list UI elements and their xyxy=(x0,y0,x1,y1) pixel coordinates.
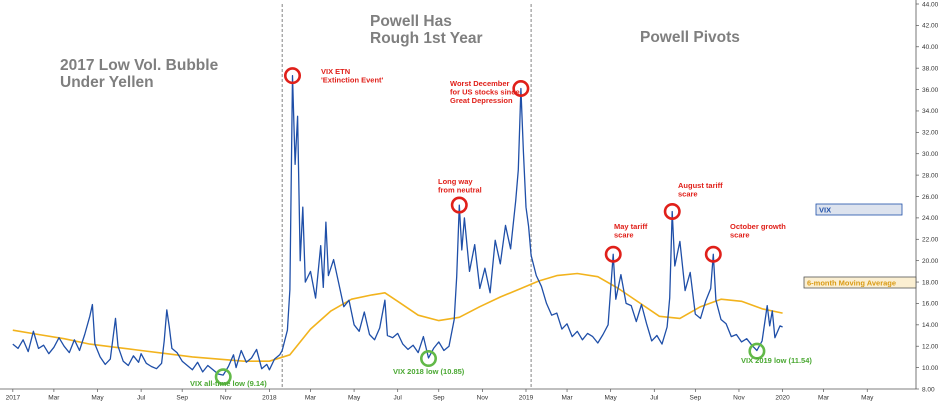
x-tick-label-20: May xyxy=(861,395,874,402)
era-title-1-line-1: Rough 1st Year xyxy=(370,30,483,47)
y-tick-label-7: 22.00 xyxy=(922,237,939,244)
annotation-marker-4 xyxy=(663,202,681,220)
y-tick-label-1: 10.00 xyxy=(922,365,939,372)
y-tick-label-15: 38.00 xyxy=(922,65,939,72)
y-tick-label-8: 24.00 xyxy=(922,215,939,222)
annotation-label-3-line-0: May tariff xyxy=(614,222,648,231)
x-tick-label-6: 2018 xyxy=(262,395,277,402)
annotation-marker-2 xyxy=(512,79,530,97)
annotation-label-1-line-1: from neutral xyxy=(438,186,482,195)
annotation-label-3-line-1: scare xyxy=(614,231,634,240)
annotation-label-2-line-2: Great Depression xyxy=(450,96,513,105)
vix-line xyxy=(12,75,783,376)
y-tick-label-17: 42.00 xyxy=(922,23,939,30)
x-tick-label-17: Nov xyxy=(733,395,745,402)
x-tick-label-0: 2017 xyxy=(6,395,21,402)
annotation-label-0-line-0: VIX ETN xyxy=(321,67,350,76)
annotation-label-1-line-0: Long way xyxy=(438,177,473,186)
annotation-label-5-line-0: October growth xyxy=(730,222,786,231)
y-tick-label-9: 26.00 xyxy=(922,194,939,201)
y-tick-label-11: 30.00 xyxy=(922,151,939,158)
era-title-0-line-1: Under Yellen xyxy=(60,74,154,91)
annotation-label-4-line-1: scare xyxy=(678,190,698,199)
x-tick-label-2: May xyxy=(91,395,104,402)
annotation-label-4-line-0: August tariff xyxy=(678,181,723,190)
annotation-label-5-line-1: scare xyxy=(730,231,750,240)
annotation-label-6-line-0: VIX all-time low (9.14) xyxy=(190,379,267,388)
annotation-marker-0 xyxy=(284,67,302,85)
x-tick-label-18: 2020 xyxy=(775,395,790,402)
era-dividers xyxy=(281,4,532,389)
annotation-label-2-line-0: Worst December xyxy=(450,79,510,88)
y-tick-label-16: 40.00 xyxy=(922,44,939,51)
legend-labels: VIX 6-month Moving Average xyxy=(803,203,917,289)
legend-box-vix xyxy=(815,203,903,216)
era-title-0-line-0: 2017 Low Vol. Bubble xyxy=(60,57,219,74)
annotation-label-0-line-1: 'Extinction Event' xyxy=(321,76,384,85)
y-tick-label-14: 36.00 xyxy=(922,87,939,94)
legend-label-ma: 6-month Moving Average xyxy=(807,278,896,287)
x-tick-label-8: May xyxy=(348,395,361,402)
annotation-label-8-line-0: VIX 2019 low (11.54) xyxy=(741,356,812,365)
annotation-label-2-line-1: for US stocks since xyxy=(450,88,520,97)
moving-average-line xyxy=(12,272,783,362)
x-tick-label-13: Mar xyxy=(561,395,573,402)
y-tick-label-10: 28.00 xyxy=(922,172,939,179)
y-tick-label-2: 12.00 xyxy=(922,344,939,351)
y-tick-label-12: 32.00 xyxy=(922,130,939,137)
x-tick-label-9: Jul xyxy=(394,395,403,402)
legend-label-vix: VIX xyxy=(819,205,831,214)
y-tick-label-3: 14.00 xyxy=(922,322,939,329)
x-tick-label-11: Nov xyxy=(477,395,489,402)
annotation-marker-6 xyxy=(214,368,232,386)
x-tick-label-3: Jul xyxy=(137,395,146,402)
x-tick-label-1: Mar xyxy=(48,395,60,402)
y-tick-label-13: 34.00 xyxy=(922,108,939,115)
x-tick-label-10: Sep xyxy=(433,395,445,402)
era-title-1-line-0: Powell Has xyxy=(370,13,452,30)
annotation-marker-7 xyxy=(419,350,437,368)
annotation-marker-3 xyxy=(604,245,622,263)
x-tick-label-16: Sep xyxy=(690,395,702,402)
annotation-marker-8 xyxy=(748,342,766,360)
series-lines xyxy=(12,75,783,376)
x-tick-label-7: Mar xyxy=(305,395,317,402)
x-tick-label-14: May xyxy=(605,395,618,402)
annotation-marker-5 xyxy=(704,245,722,263)
y-tick-label-6: 20.00 xyxy=(922,258,939,265)
legend-box-ma xyxy=(803,276,917,289)
era-title-2-line-0: Powell Pivots xyxy=(640,29,740,46)
x-tick-label-4: Sep xyxy=(176,395,188,402)
x-tick-label-19: Mar xyxy=(818,395,830,402)
x-tick-label-5: Nov xyxy=(220,395,232,402)
y-tick-label-5: 18.00 xyxy=(922,279,939,286)
annotation-label-7-line-0: VIX 2018 low (10.85) xyxy=(393,367,465,376)
x-tick-label-12: 2019 xyxy=(519,395,534,402)
annotation-marker-1 xyxy=(450,196,468,214)
y-tick-label-0: 8.00 xyxy=(922,386,935,393)
x-tick-label-15: Jul xyxy=(650,395,659,402)
y-tick-label-4: 16.00 xyxy=(922,301,939,308)
y-tick-label-18: 44.00 xyxy=(922,1,939,8)
